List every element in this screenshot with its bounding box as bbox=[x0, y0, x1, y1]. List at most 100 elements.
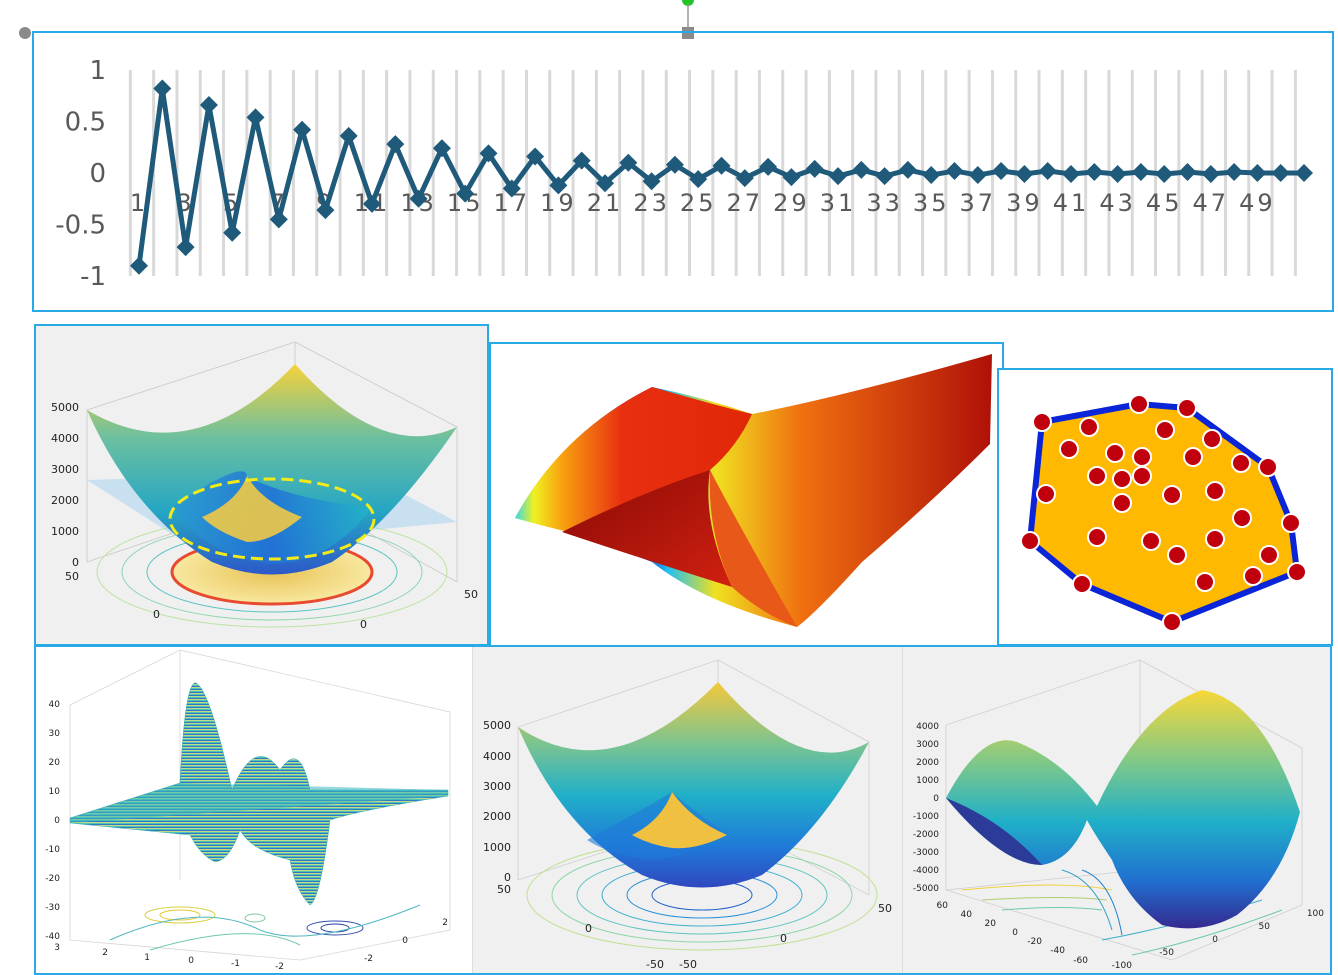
z-tick: 10 bbox=[49, 787, 61, 797]
data-point bbox=[1015, 165, 1034, 184]
paraboloid-surface bbox=[87, 364, 457, 575]
data-point bbox=[432, 139, 451, 158]
data-point bbox=[1225, 162, 1244, 181]
data-point bbox=[479, 144, 498, 163]
x-tick: 3 bbox=[54, 943, 60, 953]
y-tick: 0 bbox=[585, 922, 592, 935]
x-tick: 1 bbox=[144, 953, 150, 963]
scatter-point bbox=[1202, 429, 1222, 449]
data-point bbox=[153, 79, 172, 98]
z-tick: 2000 bbox=[51, 494, 79, 507]
data-point bbox=[223, 223, 242, 242]
x-tick-label: 23 bbox=[633, 189, 670, 217]
x-tick: -50 bbox=[1159, 948, 1174, 958]
paraboloid-plane-frame[interactable]: 5000 4000 3000 2000 1000 0 50 0 50 0 bbox=[34, 324, 489, 646]
z-tick: -3000 bbox=[913, 848, 939, 858]
convex-hull bbox=[1027, 401, 1300, 625]
data-point bbox=[1155, 165, 1174, 184]
z-tick: -30 bbox=[45, 903, 60, 913]
rotate-handle[interactable] bbox=[682, 0, 694, 6]
data-point bbox=[759, 157, 778, 176]
x-tick-label: 29 bbox=[773, 189, 810, 217]
x-tick: -100 bbox=[1112, 961, 1133, 971]
z-tick: -2000 bbox=[913, 830, 939, 840]
resize-handle-top[interactable] bbox=[682, 27, 694, 39]
data-point bbox=[712, 156, 731, 175]
y-tick: 60 bbox=[937, 901, 949, 911]
x-tick: 0 bbox=[360, 618, 367, 631]
scatter-point bbox=[1155, 420, 1175, 440]
scatter-point bbox=[1183, 447, 1203, 467]
data-point bbox=[735, 169, 754, 188]
bottom-frame[interactable]: 40 30 20 10 0 -10 -20 -30 -40 3 2 1 0 -1… bbox=[34, 645, 1332, 975]
y-tick: 40 bbox=[961, 910, 973, 920]
x-tick-label: 45 bbox=[1146, 189, 1183, 217]
z-tick: 3000 bbox=[51, 463, 79, 476]
selection-handles[interactable] bbox=[0, 0, 1338, 40]
data-point bbox=[852, 160, 871, 179]
data-point bbox=[502, 179, 521, 198]
z-tick: 3000 bbox=[483, 780, 511, 793]
z-tick: 2000 bbox=[483, 810, 511, 823]
convex-hull-chart bbox=[1020, 394, 1307, 632]
data-point bbox=[805, 159, 824, 178]
series-line bbox=[136, 86, 1304, 267]
x-tick-label: 35 bbox=[913, 189, 950, 217]
y-tick: 0 bbox=[402, 936, 408, 946]
x-tick-label: 37 bbox=[960, 189, 997, 217]
line-chart-frame[interactable]: 10.50-0.5-113579111315171921232527293133… bbox=[32, 31, 1334, 312]
scatter-point bbox=[1232, 508, 1252, 528]
x-tick-label: 43 bbox=[1099, 189, 1136, 217]
data-point bbox=[199, 96, 218, 115]
data-point bbox=[782, 168, 801, 187]
saddle-jet-chart bbox=[515, 354, 992, 627]
z-tick: 1000 bbox=[916, 776, 939, 786]
y-tick-label: -0.5 bbox=[55, 211, 106, 241]
scatter-point bbox=[1162, 612, 1182, 632]
z-tick: 4000 bbox=[916, 722, 939, 732]
y-tick: -60 bbox=[1073, 956, 1088, 966]
paraboloid-chart: 5000 4000 3000 2000 1000 0 50 0 -50 50 0… bbox=[483, 659, 892, 971]
saddle-jet-frame[interactable] bbox=[489, 342, 1004, 649]
scatter-point bbox=[1258, 457, 1278, 477]
x-tick: -2 bbox=[275, 962, 284, 972]
intersection-curve bbox=[168, 477, 376, 561]
y-tick-label: 0.5 bbox=[65, 108, 106, 138]
data-point bbox=[386, 135, 405, 154]
scatter-point bbox=[1072, 574, 1092, 594]
saddle-surface bbox=[946, 690, 1300, 929]
z-tick: -1000 bbox=[913, 812, 939, 822]
y-tick: 50 bbox=[65, 570, 79, 583]
scatter-point bbox=[1205, 481, 1225, 501]
paraboloid-plane-chart: 5000 4000 3000 2000 1000 0 50 0 50 0 bbox=[51, 341, 478, 631]
x-tick-label: 33 bbox=[866, 189, 903, 217]
data-point bbox=[1038, 161, 1057, 180]
data-point bbox=[992, 161, 1011, 180]
data-point bbox=[409, 189, 428, 208]
data-point bbox=[968, 166, 987, 185]
scatter-point bbox=[1195, 572, 1215, 592]
convex-hull-frame[interactable] bbox=[997, 368, 1333, 646]
z-tick: 5000 bbox=[51, 401, 79, 414]
scatter-point bbox=[1281, 513, 1301, 533]
scatter-point bbox=[1162, 485, 1182, 505]
data-point bbox=[130, 256, 148, 275]
z-tick: 4000 bbox=[51, 432, 79, 445]
y-tick: -2 bbox=[364, 954, 373, 964]
z-tick: 30 bbox=[49, 729, 61, 739]
resize-handle-corner[interactable] bbox=[19, 27, 31, 39]
scatter-point bbox=[1132, 447, 1152, 467]
z-tick: -5000 bbox=[913, 884, 939, 894]
peaks-mesh-chart: 40 30 20 10 0 -10 -20 -30 -40 3 2 1 0 -1… bbox=[36, 647, 473, 973]
scatter-point bbox=[1177, 398, 1197, 418]
y-tick-label: -1 bbox=[80, 262, 106, 292]
data-point bbox=[875, 167, 894, 186]
data-point bbox=[316, 201, 335, 220]
data-point bbox=[1062, 165, 1080, 184]
scatter-point bbox=[1243, 566, 1263, 586]
data-point bbox=[619, 153, 638, 172]
z-tick: 5000 bbox=[483, 719, 511, 732]
x-tick: 0 bbox=[1212, 935, 1218, 945]
data-point bbox=[269, 210, 288, 229]
scatter-point bbox=[1105, 443, 1125, 463]
